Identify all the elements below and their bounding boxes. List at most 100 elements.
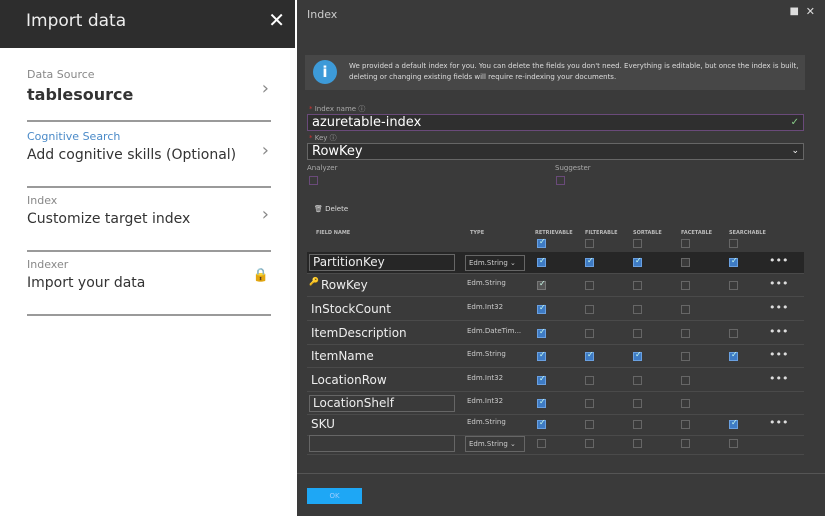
- filterable-checkbox[interactable]: [585, 281, 594, 290]
- column-select-all-checkbox[interactable]: [681, 239, 690, 248]
- filterable-checkbox[interactable]: [585, 305, 594, 314]
- searchable-checkbox[interactable]: [729, 439, 738, 448]
- filterable-checkbox[interactable]: [585, 256, 594, 267]
- facetable-checkbox[interactable]: [681, 420, 690, 429]
- suggester-checkbox[interactable]: [556, 176, 565, 185]
- sortable-checkbox[interactable]: [633, 350, 642, 361]
- facetable-checkbox[interactable]: [681, 305, 690, 314]
- field-row: RowKey🔑 Edm.String •••: [307, 275, 804, 297]
- info-icon: i: [313, 60, 337, 84]
- filterable-checkbox[interactable]: [585, 350, 594, 361]
- ok-button[interactable]: OK: [307, 488, 362, 504]
- step-cognitive-search[interactable]: Cognitive Search Add cognitive skills (Op…: [27, 124, 271, 188]
- retrievable-checkbox[interactable]: [537, 303, 546, 314]
- filterable-checkbox[interactable]: [585, 329, 594, 338]
- column-header: SORTABLE: [633, 230, 662, 236]
- column-header: RETRIEVABLE: [535, 230, 573, 236]
- retrievable-checkbox[interactable]: [537, 327, 546, 338]
- searchable-checkbox[interactable]: [729, 281, 738, 290]
- sortable-checkbox[interactable]: [633, 256, 642, 267]
- chevron-right-icon: ›: [261, 78, 269, 99]
- column-select-all-checkbox[interactable]: [729, 239, 738, 248]
- more-options-icon[interactable]: •••: [769, 301, 789, 314]
- column-select-all-checkbox[interactable]: [633, 239, 642, 248]
- retrievable-checkbox[interactable]: [537, 279, 546, 290]
- searchable-checkbox[interactable]: [729, 350, 738, 361]
- more-options-icon[interactable]: •••: [769, 277, 789, 290]
- retrievable-checkbox[interactable]: [537, 418, 546, 429]
- step-data-source[interactable]: Data Source tablesource ›: [27, 62, 271, 122]
- retrievable-checkbox[interactable]: [537, 397, 546, 408]
- field-type-select[interactable]: Edm.String ⌄: [465, 255, 525, 271]
- searchable-checkbox[interactable]: [729, 256, 738, 267]
- searchable-checkbox[interactable]: [729, 418, 738, 429]
- retrievable-checkbox[interactable]: [537, 439, 546, 448]
- import-data-panel: Import data ✕ Data Source tablesource › Cog…: [0, 0, 295, 516]
- more-options-icon[interactable]: •••: [769, 372, 789, 385]
- field-name-input[interactable]: PartitionKey: [309, 254, 455, 271]
- field-type-select[interactable]: Edm.String ⌄: [465, 436, 525, 452]
- facetable-checkbox[interactable]: [681, 439, 690, 448]
- sortable-checkbox[interactable]: [633, 329, 642, 338]
- step-label: Data Source: [27, 68, 95, 81]
- sortable-checkbox[interactable]: [633, 281, 642, 290]
- retrievable-checkbox[interactable]: [537, 350, 546, 361]
- field-type: Edm.String: [467, 279, 506, 287]
- key-select[interactable]: RowKey ⌄: [307, 143, 804, 160]
- column-header: FILTERABLE: [585, 230, 618, 236]
- facetable-checkbox[interactable]: [681, 399, 690, 408]
- column-header: TYPE: [470, 230, 485, 236]
- maximize-icon[interactable]: ■: [789, 6, 799, 17]
- field-name-input[interactable]: [309, 435, 455, 452]
- close-icon[interactable]: ✕: [268, 8, 285, 32]
- column-select-all-checkbox[interactable]: [537, 237, 546, 248]
- close-icon[interactable]: ✕: [805, 5, 815, 18]
- chevron-down-icon: ⌄: [510, 259, 516, 267]
- sortable-checkbox[interactable]: [633, 399, 642, 408]
- field-name-input[interactable]: LocationShelf: [309, 395, 455, 412]
- field-row: LocationRow Edm.Int32 •••: [307, 370, 804, 392]
- field-name: ItemDescription: [311, 326, 407, 340]
- field-row: Edm.String ⌄: [307, 433, 804, 455]
- step-value: Add cognitive skills (Optional): [27, 147, 237, 163]
- retrievable-checkbox[interactable]: [537, 374, 546, 385]
- more-options-icon[interactable]: •••: [769, 416, 789, 429]
- field-type: Edm.Int32: [467, 374, 504, 382]
- retrievable-checkbox[interactable]: [537, 256, 546, 267]
- step-value: tablesource: [27, 85, 134, 104]
- field-name: InStockCount: [311, 302, 391, 316]
- field-type: Edm.String: [467, 350, 506, 358]
- sortable-checkbox[interactable]: [633, 376, 642, 385]
- step-label: Indexer: [27, 258, 69, 271]
- filterable-checkbox[interactable]: [585, 439, 594, 448]
- check-icon: ✓: [790, 117, 799, 128]
- filterable-checkbox[interactable]: [585, 420, 594, 429]
- more-options-icon[interactable]: •••: [769, 325, 789, 338]
- chevron-down-icon: ⌄: [510, 440, 516, 448]
- analyzer-checkbox[interactable]: [309, 176, 318, 185]
- key-icon: 🔑: [309, 277, 319, 286]
- column-select-all-checkbox[interactable]: [585, 239, 594, 248]
- more-options-icon[interactable]: •••: [769, 348, 789, 361]
- sortable-checkbox[interactable]: [633, 439, 642, 448]
- filterable-checkbox[interactable]: [585, 376, 594, 385]
- chevron-down-icon: ⌄: [791, 146, 799, 156]
- column-header: FIELD NAME: [316, 230, 351, 236]
- step-index[interactable]: Index Customize target index ›: [27, 188, 271, 252]
- step-label: Index: [27, 194, 58, 207]
- facetable-checkbox[interactable]: [681, 376, 690, 385]
- delete-button[interactable]: 🗑 Delete: [314, 205, 349, 213]
- filterable-checkbox[interactable]: [585, 399, 594, 408]
- facetable-checkbox[interactable]: [681, 329, 690, 338]
- more-options-icon[interactable]: •••: [769, 254, 789, 267]
- searchable-checkbox[interactable]: [729, 329, 738, 338]
- index-name-input[interactable]: azuretable-index ✓: [307, 114, 804, 131]
- step-indexer[interactable]: Indexer Import your data 🔒: [27, 252, 271, 316]
- sortable-checkbox[interactable]: [633, 420, 642, 429]
- facetable-checkbox[interactable]: [681, 352, 690, 361]
- sortable-checkbox[interactable]: [633, 305, 642, 314]
- facetable-checkbox[interactable]: [681, 281, 690, 290]
- facetable-checkbox[interactable]: [681, 258, 690, 267]
- field-type: Edm.String: [467, 418, 506, 426]
- step-value: Customize target index: [27, 211, 191, 227]
